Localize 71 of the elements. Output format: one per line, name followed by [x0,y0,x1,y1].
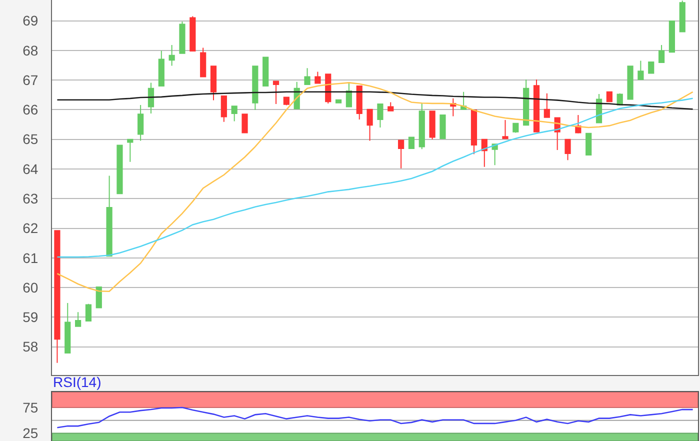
candlestick [252,66,258,110]
line-series [56,91,694,110]
y-tick-label: 59 [22,309,38,326]
candlestick [138,104,144,142]
candlestick [440,114,446,139]
line-series [56,82,694,292]
candlestick [335,99,342,104]
candlestick [564,138,571,161]
candlestick [54,230,60,364]
candlestick [627,66,634,100]
y-tick-label: 61 [22,250,38,266]
candlestick [190,16,196,52]
y-tick-label: 66 [22,102,38,118]
y-tick-label: 64 [22,160,38,177]
chart-title: RSI(14) [53,374,102,390]
line-series [56,406,694,428]
candlestick [262,56,269,86]
candlestick [220,96,227,122]
y-tick-label: 63 [22,190,38,207]
candlestick [85,303,92,322]
candlestick [638,60,644,80]
candlestick [398,140,404,169]
candlestick [272,80,280,105]
line-series [56,98,694,258]
y-tick-label: 62 [22,220,38,236]
y-tick-label: 60 [22,279,38,296]
candlestick [304,68,310,85]
candlestick [75,312,82,327]
candlestick [418,102,425,150]
candlestick [408,136,415,150]
candlestick [64,302,71,354]
candlestick [242,114,248,134]
y-tick-label: 75 [22,399,38,416]
candlestick [648,61,654,74]
candlestick [106,175,112,257]
y-tick-label: 67 [22,72,38,88]
candlestick [314,71,321,84]
candlestick [96,286,102,308]
candlestick [231,106,238,122]
candlestick [200,47,206,78]
candlestick [148,82,154,114]
y-tick-label: 65 [22,131,38,148]
candlestick [606,91,612,102]
candlestick [668,20,675,53]
candlestick [523,78,530,126]
candlestick [481,138,488,168]
y-tick-label: 25 [22,425,38,441]
candlestick [158,50,164,86]
y-tick-label: 58 [22,338,38,355]
candlestick [658,44,665,64]
candlestick [366,108,373,142]
candlestick [388,102,394,112]
candlestick [116,144,123,194]
candlestick [168,44,175,66]
candlestick [586,132,592,156]
candlestick [679,0,686,32]
candlestick [210,66,217,101]
candlestick [502,120,508,139]
candlestick [346,82,352,108]
candlestick [377,104,384,128]
candlestick [533,78,540,132]
candlestick [179,21,186,54]
candlestick [470,109,478,155]
candlestick [512,122,519,134]
y-tick-label: 68 [22,42,38,58]
candlestick [127,138,134,162]
candlestick [356,85,362,120]
candlestick [429,110,436,140]
y-tick-label: 69 [22,12,38,29]
candlestick [283,96,290,106]
candlestick [544,92,550,118]
